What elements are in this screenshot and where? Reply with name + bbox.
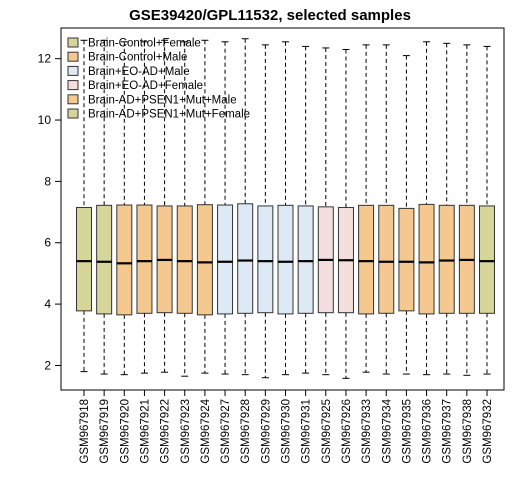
legend: Brain-Control+Female Brain-Control+Male Br… — [67, 37, 250, 121]
box-GSM967928 — [237, 38, 254, 376]
y-tick-label: 6 — [44, 236, 51, 250]
box-body — [136, 204, 153, 314]
x-tick-label-GSM967921: GSM967921 — [139, 399, 151, 464]
x-tick-label-GSM967925: GSM967925 — [321, 399, 333, 464]
x-tick-label-GSM967938: GSM967938 — [462, 399, 474, 464]
x-tick-label-GSM967926: GSM967926 — [341, 399, 353, 464]
x-tick-label-GSM967930: GSM967930 — [281, 399, 293, 464]
y-tick-label: 12 — [38, 52, 52, 66]
x-tick-label-GSM967923: GSM967923 — [180, 399, 192, 464]
box-GSM967927 — [217, 41, 234, 375]
plot-frame — [60, 27, 505, 391]
x-tick-label-GSM967922: GSM967922 — [160, 399, 172, 464]
box-GSM967937 — [438, 42, 455, 375]
box-body — [479, 205, 495, 314]
x-tick-label-GSM967918: GSM967918 — [79, 399, 91, 464]
x-tick-label-GSM967934: GSM967934 — [381, 398, 393, 463]
y-tick-label: 10 — [38, 113, 52, 127]
box-body — [418, 203, 435, 315]
box-body — [257, 205, 274, 314]
box-body — [398, 207, 415, 312]
y-axis: 2 4 6 8 10 12 — [38, 52, 61, 372]
box-body — [378, 204, 395, 314]
box-GSM967936 — [418, 41, 435, 376]
y-tick-label: 2 — [44, 358, 51, 372]
box-GSM967922 — [156, 39, 173, 373]
legend-swatch-1 — [67, 51, 79, 62]
box-body — [96, 204, 113, 315]
box-GSM967924 — [196, 39, 213, 374]
chart-title: GSE39420/GPL11532, selected samples — [129, 7, 411, 24]
x-tick-label-GSM967936: GSM967936 — [422, 399, 434, 464]
box-GSM967935 — [398, 55, 415, 375]
box-body — [297, 205, 314, 314]
box-GSM967932 — [479, 45, 495, 375]
x-tick-label-GSM967928: GSM967928 — [240, 399, 252, 464]
box-body — [116, 204, 133, 316]
box-body — [76, 206, 92, 312]
legend-label-5: Brain-AD+PSEN1+Mut+Female — [88, 109, 250, 121]
x-axis: GSM967918 GSM967919 GSM967920 GSM967921 GSM9… — [79, 390, 494, 464]
legend-swatch-4 — [67, 94, 79, 105]
legend-label-4: Brain-AD+PSEN1+Mut+Male — [88, 94, 237, 106]
box-GSM967920 — [116, 41, 133, 376]
x-tick-label-GSM967937: GSM967937 — [442, 399, 454, 464]
box-GSM967918 — [76, 39, 92, 373]
x-tick-label-GSM967924: GSM967924 — [200, 398, 212, 463]
legend-label-1: Brain-Control+Male — [88, 52, 187, 64]
box-body — [176, 205, 193, 314]
legend-swatch-5 — [67, 108, 79, 119]
box-GSM967923 — [176, 41, 193, 377]
y-tick-label: 8 — [44, 174, 51, 188]
box-body — [237, 203, 254, 314]
x-tick-label-GSM967927: GSM967927 — [220, 399, 232, 464]
box-GSM967929 — [257, 44, 274, 379]
box-GSM967933 — [358, 44, 375, 373]
x-tick-label-GSM967931: GSM967931 — [301, 399, 313, 464]
box-body — [358, 204, 375, 315]
legend-swatch-0 — [67, 37, 79, 48]
box-body — [217, 204, 234, 315]
legend-swatch-3 — [67, 80, 79, 91]
box-GSM967938 — [458, 44, 475, 376]
legend-label-3: Brain+EO-AD+Female — [88, 80, 203, 92]
box-GSM967930 — [277, 41, 294, 376]
legend-swatch-2 — [67, 65, 79, 76]
y-tick-label: 4 — [44, 297, 51, 311]
legend-label-2: Brain+EO-AD+Male — [88, 66, 190, 78]
box-GSM967926 — [337, 48, 354, 379]
x-tick-label-GSM967929: GSM967929 — [260, 399, 272, 464]
legend-label-0: Brain-Control+Female — [88, 38, 201, 50]
boxes-layer — [76, 38, 495, 379]
box-body — [277, 204, 294, 315]
x-tick-label-GSM967932: GSM967932 — [482, 399, 494, 464]
box-body — [196, 204, 213, 316]
x-tick-label-GSM967933: GSM967933 — [361, 399, 373, 464]
box-GSM967925 — [317, 47, 334, 376]
x-tick-label-GSM967935: GSM967935 — [401, 399, 413, 464]
x-tick-label-GSM967920: GSM967920 — [119, 399, 131, 464]
box-body — [438, 204, 455, 314]
box-GSM967919 — [96, 39, 113, 375]
x-tick-label-GSM967919: GSM967919 — [99, 399, 111, 464]
box-GSM967934 — [378, 44, 395, 375]
box-GSM967921 — [136, 41, 153, 374]
box-GSM967931 — [297, 45, 314, 374]
